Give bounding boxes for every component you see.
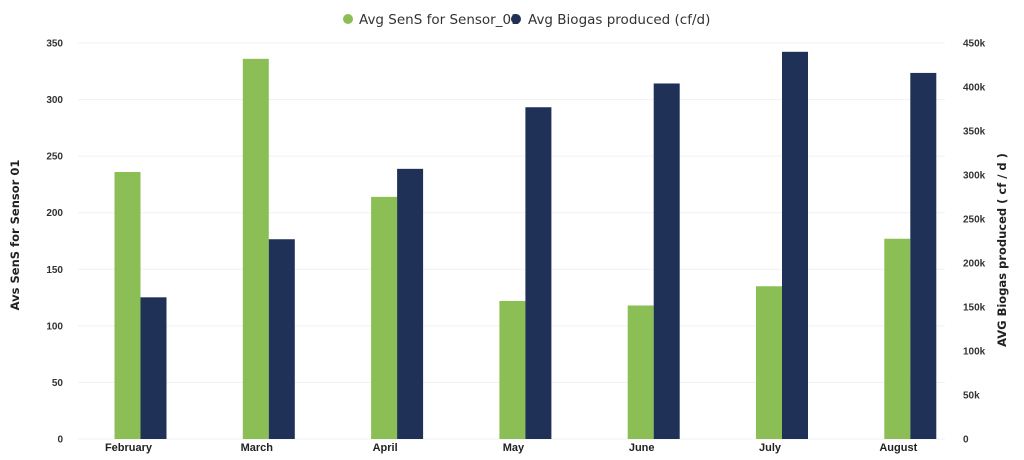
legend-swatch bbox=[511, 14, 521, 24]
right-tick-label: 100k bbox=[963, 347, 986, 358]
category-label-july: July bbox=[759, 442, 782, 454]
left-axis-ticks: 0 50 100 150 200 250 300 350 bbox=[46, 39, 63, 446]
left-tick-label: 50 bbox=[52, 378, 64, 389]
right-tick-label: 450k bbox=[963, 39, 986, 50]
legend: Avg SenS for Sensor_01 Avg Biogas produce… bbox=[343, 12, 710, 28]
right-tick-label: 150k bbox=[963, 303, 986, 314]
left-tick-label: 0 bbox=[57, 435, 63, 446]
sensor-bar-june bbox=[627, 305, 654, 439]
right-tick-label: 350k bbox=[963, 127, 986, 138]
right-tick-label: 200k bbox=[963, 259, 986, 270]
left-tick-label: 250 bbox=[46, 152, 63, 163]
sensor-bar-august bbox=[884, 238, 911, 439]
legend-label: Avg Biogas produced (cf/d) bbox=[528, 12, 710, 28]
right-axis-ticks: 0 50k 100k 150k 200k 250k 300k 350k 400k 450k bbox=[963, 39, 986, 446]
sensor-bar-march bbox=[242, 58, 269, 440]
category-label-april: April bbox=[373, 442, 398, 454]
left-tick-label: 200 bbox=[46, 208, 63, 219]
left-tick-label: 300 bbox=[46, 95, 63, 106]
category-labels: February March April May June July August bbox=[105, 442, 918, 454]
biogas-bar-june bbox=[653, 83, 680, 439]
legend-label: Avg SenS for Sensor_01 bbox=[359, 12, 520, 28]
right-axis-title: AVG Biogas produced ( cf / d ) bbox=[995, 153, 1009, 347]
category-label-august: August bbox=[879, 442, 917, 454]
category-label-march: March bbox=[241, 442, 274, 454]
right-tick-label: 0 bbox=[963, 435, 969, 446]
sensor-bar-april bbox=[371, 196, 398, 439]
left-tick-label: 150 bbox=[46, 265, 63, 276]
biogas-bar-march bbox=[268, 239, 295, 439]
left-tick-label: 100 bbox=[46, 321, 63, 332]
right-tick-label: 400k bbox=[963, 83, 986, 94]
right-tick-label: 300k bbox=[963, 171, 986, 182]
left-tick-label: 350 bbox=[46, 39, 63, 50]
category-label-june: June bbox=[629, 442, 655, 454]
sensor-bar-february bbox=[114, 171, 141, 440]
biogas-bar-august bbox=[910, 72, 937, 440]
legend-swatch bbox=[343, 14, 353, 24]
biogas-bar-may bbox=[525, 107, 552, 440]
right-tick-label: 250k bbox=[963, 215, 986, 226]
sensor-bar-may bbox=[499, 300, 526, 439]
bars bbox=[114, 51, 937, 440]
right-tick-label: 50k bbox=[963, 391, 980, 402]
category-label-february: February bbox=[105, 442, 153, 454]
biogas-bar-july bbox=[782, 51, 808, 440]
sensor-bar-july bbox=[756, 286, 782, 439]
category-label-may: May bbox=[503, 442, 525, 454]
biogas-bar-february bbox=[140, 297, 167, 439]
biogas-bar-april bbox=[397, 168, 424, 439]
left-axis-title: Avs SenS for Sensor 01 bbox=[8, 160, 22, 311]
